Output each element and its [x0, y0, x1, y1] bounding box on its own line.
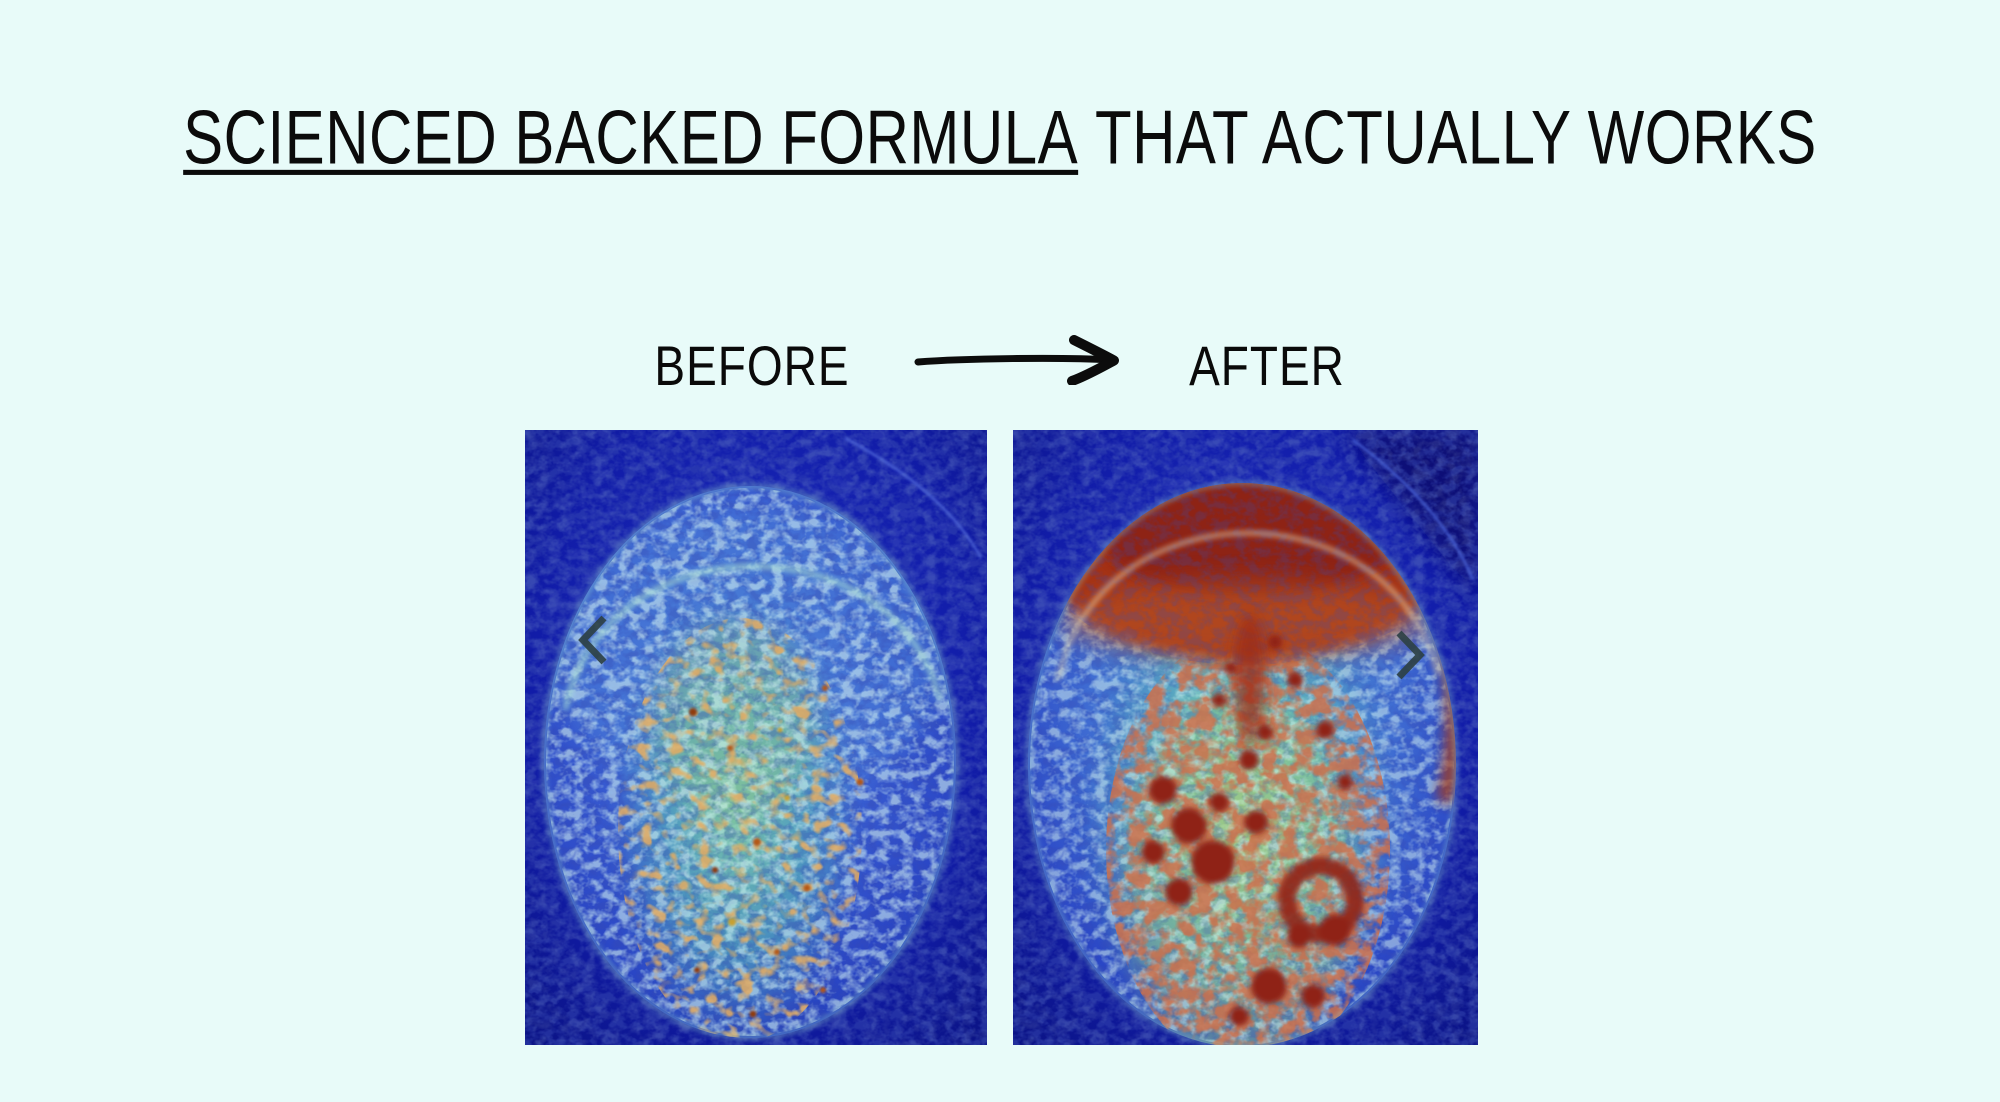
before-scan-image — [525, 430, 987, 1045]
before-orange-specks — [689, 685, 864, 1018]
right-arrow-icon — [914, 335, 1119, 385]
after-label: AFTER — [1189, 334, 1345, 397]
chevron-right-icon — [1396, 630, 1425, 680]
title-underlined-text: SCIENCED BACKED FORMULA — [183, 94, 1079, 181]
arrow-head — [1067, 335, 1119, 385]
page-title: SCIENCED BACKED FORMULA THAT ACTUALLY WOR… — [0, 99, 2000, 176]
carousel-next-button[interactable] — [1381, 618, 1439, 692]
carousel-prev-button[interactable] — [564, 603, 622, 677]
before-label: BEFORE — [654, 334, 850, 397]
after-red-blotches — [1141, 635, 1364, 1026]
title-rest-text: THAT ACTUALLY WORKS — [1094, 94, 1817, 181]
after-scan-image — [1013, 430, 1478, 1045]
chevron-left-icon — [578, 615, 607, 665]
after-heatmap-svg — [1013, 430, 1478, 1045]
before-after-carousel — [525, 430, 1478, 1045]
arrow-shaft — [914, 354, 1115, 366]
before-heatmap-svg — [525, 430, 987, 1045]
